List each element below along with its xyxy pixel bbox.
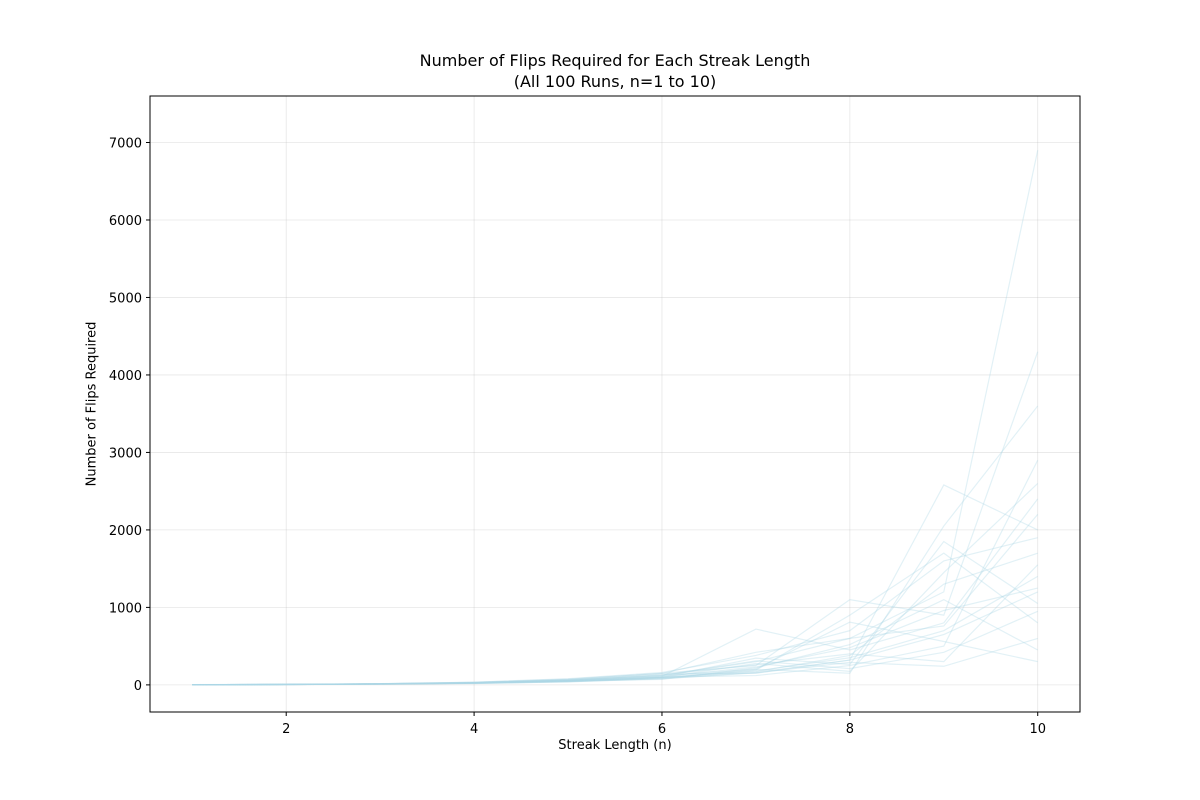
x-tick-label: 4: [470, 722, 478, 737]
series-line-11: [192, 591, 1038, 686]
x-axis-ticks: 2 4 6 8 10: [282, 712, 1046, 737]
series-line-18: [192, 482, 1039, 686]
series-line-7: [192, 537, 1038, 686]
x-tick-label: 2: [282, 722, 290, 737]
x-tick-label: 10: [1029, 722, 1046, 737]
series-line-19: [192, 621, 1038, 686]
series-line-13: [192, 610, 1038, 686]
y-tick-label: 3000: [109, 446, 142, 461]
series-line-14: [192, 552, 1038, 686]
y-tick-label: 0: [134, 679, 142, 694]
y-tick-label: 1000: [109, 601, 142, 616]
series-line-2: [192, 150, 1039, 686]
series-line-8: [192, 459, 1039, 686]
series-line-10: [192, 564, 1039, 686]
series-lines: [192, 150, 1039, 686]
series-line-3: [192, 484, 1038, 686]
series-line-12: [192, 552, 1039, 686]
series-line-16: [192, 637, 1038, 686]
series-line-9: [192, 598, 1039, 686]
y-tick-label: 2000: [109, 524, 142, 539]
y-tick-label: 4000: [109, 369, 142, 384]
chart-subtitle: (All 100 Runs, n=1 to 10): [513, 72, 717, 91]
y-tick-label: 6000: [109, 214, 142, 229]
y-tick-label: 5000: [109, 291, 142, 306]
series-line-5: [192, 498, 1039, 686]
series-line-6: [192, 405, 1039, 686]
y-tick-label: 7000: [109, 136, 142, 151]
grid: [150, 96, 1080, 712]
series-line-20: [192, 540, 1039, 686]
series-line-17: [192, 587, 1038, 686]
x-axis-label: Streak Length (n): [558, 738, 672, 753]
series-line-15: [192, 514, 1039, 686]
series-line-4: [192, 351, 1039, 686]
plot-frame: [149, 95, 1081, 713]
x-tick-label: 6: [658, 722, 666, 737]
x-tick-label: 8: [846, 722, 854, 737]
y-axis-ticks: 0 1000 2000 3000 4000 5000 6000 7000: [109, 136, 150, 694]
chart-title: Number of Flips Required for Each Streak…: [419, 51, 811, 70]
y-axis-label: Number of Flips Required: [84, 321, 100, 487]
series-line-1: [192, 575, 1039, 686]
